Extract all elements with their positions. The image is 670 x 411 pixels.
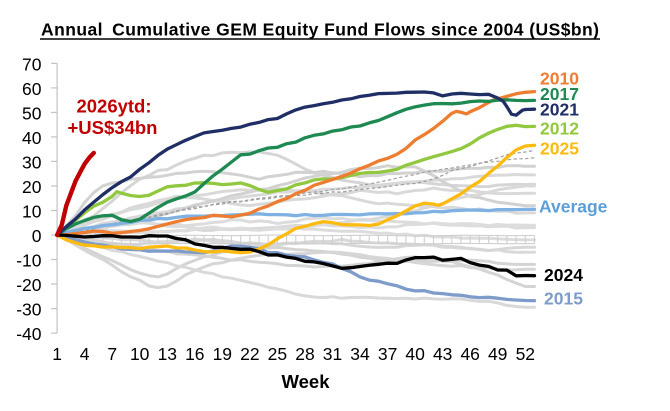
svg-text:10: 10 <box>22 202 42 222</box>
svg-text:40: 40 <box>22 128 42 148</box>
svg-text:2021: 2021 <box>540 100 579 120</box>
svg-text:Average: Average <box>539 197 608 217</box>
svg-text:-20: -20 <box>16 275 42 295</box>
svg-text:2025: 2025 <box>540 138 579 158</box>
svg-text:34: 34 <box>350 344 370 364</box>
svg-text:70: 70 <box>22 54 42 74</box>
svg-text:28: 28 <box>295 344 314 364</box>
svg-text:Week: Week <box>282 371 331 392</box>
svg-text:Annual Cumulative GEM Equity F: Annual Cumulative GEM Equity Fund Flows … <box>41 20 599 40</box>
svg-text:19: 19 <box>213 344 232 364</box>
svg-text:-40: -40 <box>16 324 42 344</box>
svg-text:2017: 2017 <box>540 84 579 104</box>
svg-text:1: 1 <box>52 344 62 364</box>
svg-text:2012: 2012 <box>540 118 579 138</box>
svg-text:31: 31 <box>323 344 342 364</box>
svg-text:60: 60 <box>22 79 42 99</box>
svg-text:+US$34bn: +US$34bn <box>68 117 158 138</box>
svg-text:7: 7 <box>107 344 117 364</box>
svg-text:50: 50 <box>22 103 42 123</box>
svg-text:10: 10 <box>130 344 150 364</box>
svg-text:2010: 2010 <box>540 69 579 89</box>
svg-text:16: 16 <box>185 344 204 364</box>
svg-text:46: 46 <box>460 344 479 364</box>
svg-text:2024: 2024 <box>544 265 583 285</box>
svg-text:0: 0 <box>32 226 42 246</box>
svg-text:52: 52 <box>516 344 535 364</box>
svg-text:-30: -30 <box>16 300 42 320</box>
svg-text:40: 40 <box>405 344 425 364</box>
svg-text:37: 37 <box>378 344 397 364</box>
svg-text:25: 25 <box>268 344 287 364</box>
svg-text:22: 22 <box>240 344 259 364</box>
svg-text:49: 49 <box>488 344 507 364</box>
svg-text:2015: 2015 <box>544 289 583 309</box>
svg-text:2026ytd:: 2026ytd: <box>76 96 151 117</box>
svg-text:4: 4 <box>80 344 90 364</box>
svg-text:43: 43 <box>433 344 452 364</box>
svg-text:20: 20 <box>22 177 42 197</box>
svg-text:-10: -10 <box>16 251 42 271</box>
svg-text:30: 30 <box>22 152 42 172</box>
svg-text:13: 13 <box>158 344 177 364</box>
